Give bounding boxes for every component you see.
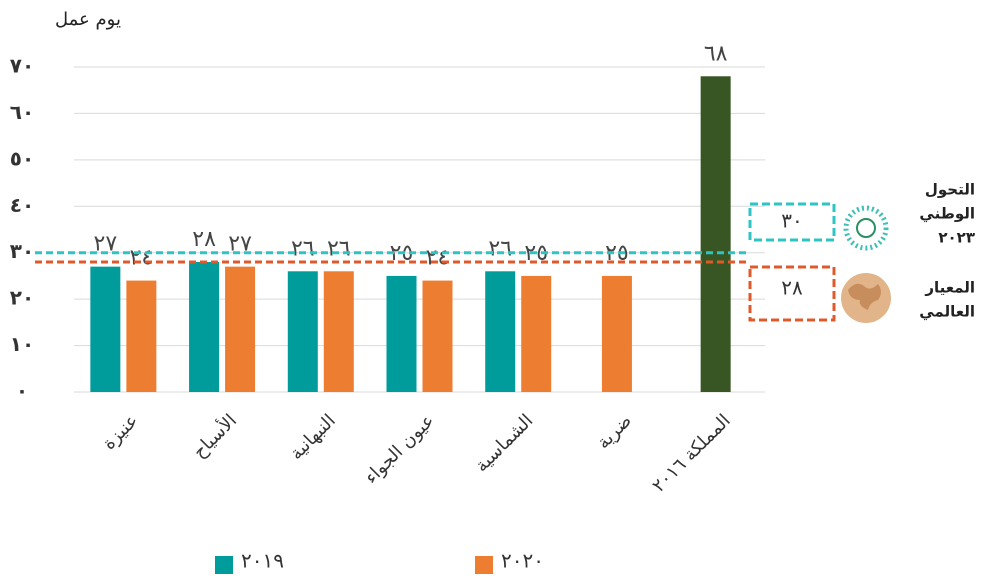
- y-tick-label: ١٠: [10, 332, 34, 356]
- bar: [700, 76, 731, 393]
- reference-text: العالمي: [919, 303, 975, 321]
- y-tick-label: ٧٠: [10, 54, 34, 78]
- value-label: ٢٦: [291, 236, 315, 261]
- bar: [422, 280, 453, 392]
- y-tick-label: ٦٠: [10, 100, 34, 124]
- reference-text: الوطني: [919, 205, 975, 223]
- bar: [601, 275, 632, 392]
- value-label: ٢٥: [605, 241, 629, 266]
- x-tick-label: الشماسية: [471, 410, 537, 476]
- y-tick-label: ٥٠: [10, 146, 34, 170]
- value-label: ٢٦: [327, 236, 351, 261]
- bar: [386, 275, 417, 392]
- value-label: ٢٤: [426, 246, 450, 271]
- reference-text: المعيار: [924, 279, 975, 297]
- bar: [521, 275, 552, 392]
- x-tick-label: عنيزة: [99, 410, 143, 454]
- reference-box: [748, 202, 836, 242]
- legend-label: ٢٠١٩: [241, 549, 284, 573]
- y-tick-label: ٤٠: [10, 193, 34, 217]
- legend-label: ٢٠٢٠: [501, 549, 544, 573]
- bar: [189, 262, 220, 392]
- value-label: ٢٦: [488, 236, 512, 261]
- x-tick-label: النبهانية: [286, 410, 340, 464]
- x-tick-label: الأسياح: [188, 410, 241, 463]
- y-tick-label: ٣٠: [10, 239, 34, 263]
- value-label: ٦٨: [704, 41, 728, 66]
- reference-box: [748, 265, 836, 322]
- value-label: ٢٧: [228, 232, 252, 257]
- y-tick-label: ٢٠: [10, 286, 34, 310]
- y-axis-label: يوم عمل: [55, 9, 121, 30]
- value-label: ٢٨: [192, 227, 216, 252]
- bar: [90, 266, 121, 392]
- bar: [485, 271, 516, 392]
- vision-icon: [843, 205, 889, 251]
- reference-value: ٢٨: [781, 276, 803, 300]
- bar: [126, 280, 157, 392]
- value-label: ٢٧: [94, 232, 118, 257]
- value-label: ٢٤: [130, 246, 154, 271]
- y-tick-label: ٠: [16, 379, 28, 403]
- bar: [323, 271, 354, 392]
- reference-value: ٣٠: [781, 209, 802, 233]
- legend-swatch: [475, 556, 493, 574]
- x-tick-label: المملكة ٢٠١٦: [648, 410, 734, 496]
- x-tick-label: ضرية: [593, 410, 636, 453]
- bar: [225, 266, 256, 392]
- x-tick-label: عيون الجواء: [361, 410, 439, 488]
- bar: [287, 271, 318, 392]
- legend-swatch: [215, 556, 233, 574]
- reference-text: التحول: [925, 181, 975, 199]
- reference-text: ٢٠٢٣: [938, 229, 975, 247]
- globe-icon: [841, 273, 891, 323]
